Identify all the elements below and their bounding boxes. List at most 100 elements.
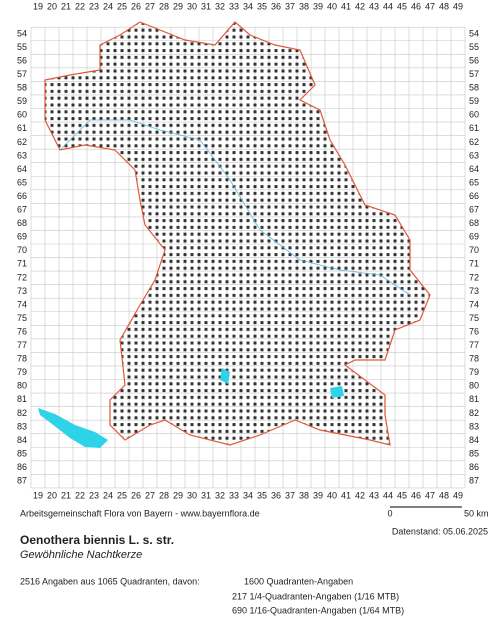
column-label: 27: [145, 1, 155, 11]
row-label: 70: [17, 245, 27, 255]
row-label: 59: [469, 96, 479, 106]
row-label: 79: [17, 367, 27, 377]
row-label: 72: [469, 272, 479, 282]
scale-end: 50 km: [464, 508, 489, 518]
credit: Arbeitsgemeinschaft Flora von Bayern - w…: [20, 508, 260, 518]
row-label: 56: [17, 55, 27, 65]
column-label: 38: [299, 490, 309, 500]
row-label: 81: [17, 394, 27, 404]
region-fill: [45, 22, 430, 445]
row-label: 82: [17, 408, 27, 418]
row-label: 78: [469, 354, 479, 364]
row-label: 59: [17, 96, 27, 106]
column-label: 31: [201, 1, 211, 11]
row-label: 55: [469, 42, 479, 52]
column-label: 49: [453, 1, 463, 11]
column-label: 40: [327, 1, 337, 11]
summary: 2516 Angaben aus 1065 Quadranten, davon:: [20, 576, 200, 586]
detail: 1600 Quadranten-Angaben: [244, 576, 353, 586]
row-label: 77: [17, 340, 27, 350]
column-label: 34: [243, 1, 253, 11]
column-label: 48: [439, 490, 449, 500]
row-label: 61: [17, 123, 27, 133]
column-label: 32: [215, 1, 225, 11]
row-label: 71: [17, 259, 27, 269]
column-label: 33: [229, 1, 239, 11]
column-label: 46: [411, 490, 421, 500]
column-label: 22: [75, 1, 85, 11]
lake: [330, 386, 344, 398]
row-label: 67: [17, 205, 27, 215]
row-label: 64: [469, 164, 479, 174]
column-label: 23: [89, 490, 99, 500]
column-label: 36: [271, 1, 281, 11]
column-label: 39: [313, 1, 323, 11]
row-label: 73: [17, 286, 27, 296]
row-label: 87: [469, 476, 479, 486]
species-title: Oenothera biennis L. s. str.: [20, 533, 174, 547]
column-label: 41: [341, 490, 351, 500]
row-label: 61: [469, 123, 479, 133]
row-label: 65: [469, 177, 479, 187]
scale-start: 0: [387, 508, 392, 518]
column-label: 30: [187, 1, 197, 11]
column-label: 21: [61, 1, 71, 11]
row-label: 86: [17, 462, 27, 472]
row-label: 62: [17, 137, 27, 147]
row-label: 62: [469, 137, 479, 147]
column-label: 21: [61, 490, 71, 500]
detail: 690 1/16-Quadranten-Angaben (1/64 MTB): [232, 605, 404, 615]
row-label: 63: [469, 150, 479, 160]
row-label: 55: [17, 42, 27, 52]
column-label: 32: [215, 490, 225, 500]
row-label: 63: [17, 150, 27, 160]
column-label: 22: [75, 490, 85, 500]
row-label: 68: [17, 218, 27, 228]
column-label: 44: [383, 490, 393, 500]
column-label: 41: [341, 1, 351, 11]
row-label: 74: [17, 299, 27, 309]
row-label: 85: [17, 448, 27, 458]
lake: [220, 368, 230, 384]
column-label: 24: [103, 1, 113, 11]
column-label: 40: [327, 490, 337, 500]
river: [59, 119, 411, 296]
column-label: 27: [145, 490, 155, 500]
row-label: 58: [17, 83, 27, 93]
column-label: 35: [257, 1, 267, 11]
row-label: 69: [469, 232, 479, 242]
row-label: 79: [469, 367, 479, 377]
row-label: 76: [469, 326, 479, 336]
column-label: 38: [299, 1, 309, 11]
column-label: 46: [411, 1, 421, 11]
row-label: 83: [469, 421, 479, 431]
column-label: 23: [89, 1, 99, 11]
column-label: 45: [397, 1, 407, 11]
column-label: 48: [439, 1, 449, 11]
row-label: 80: [469, 381, 479, 391]
row-label: 58: [469, 83, 479, 93]
row-label: 65: [17, 177, 27, 187]
column-label: 45: [397, 490, 407, 500]
column-label: 25: [117, 490, 127, 500]
column-label: 28: [159, 490, 169, 500]
row-label: 77: [469, 340, 479, 350]
row-label: 67: [469, 205, 479, 215]
row-label: 60: [469, 110, 479, 120]
row-label: 85: [469, 448, 479, 458]
column-label: 34: [243, 490, 253, 500]
species-subtitle: Gewöhnliche Nachtkerze: [20, 549, 142, 561]
column-label: 37: [285, 490, 295, 500]
column-label: 20: [47, 490, 57, 500]
row-label: 75: [469, 313, 479, 323]
row-label: 70: [469, 245, 479, 255]
column-label: 35: [257, 490, 267, 500]
column-label: 24: [103, 490, 113, 500]
row-label: 81: [469, 394, 479, 404]
row-label: 84: [17, 435, 27, 445]
column-label: 43: [369, 1, 379, 11]
column-label: 47: [425, 490, 435, 500]
column-label: 44: [383, 1, 393, 11]
column-label: 19: [33, 1, 43, 11]
